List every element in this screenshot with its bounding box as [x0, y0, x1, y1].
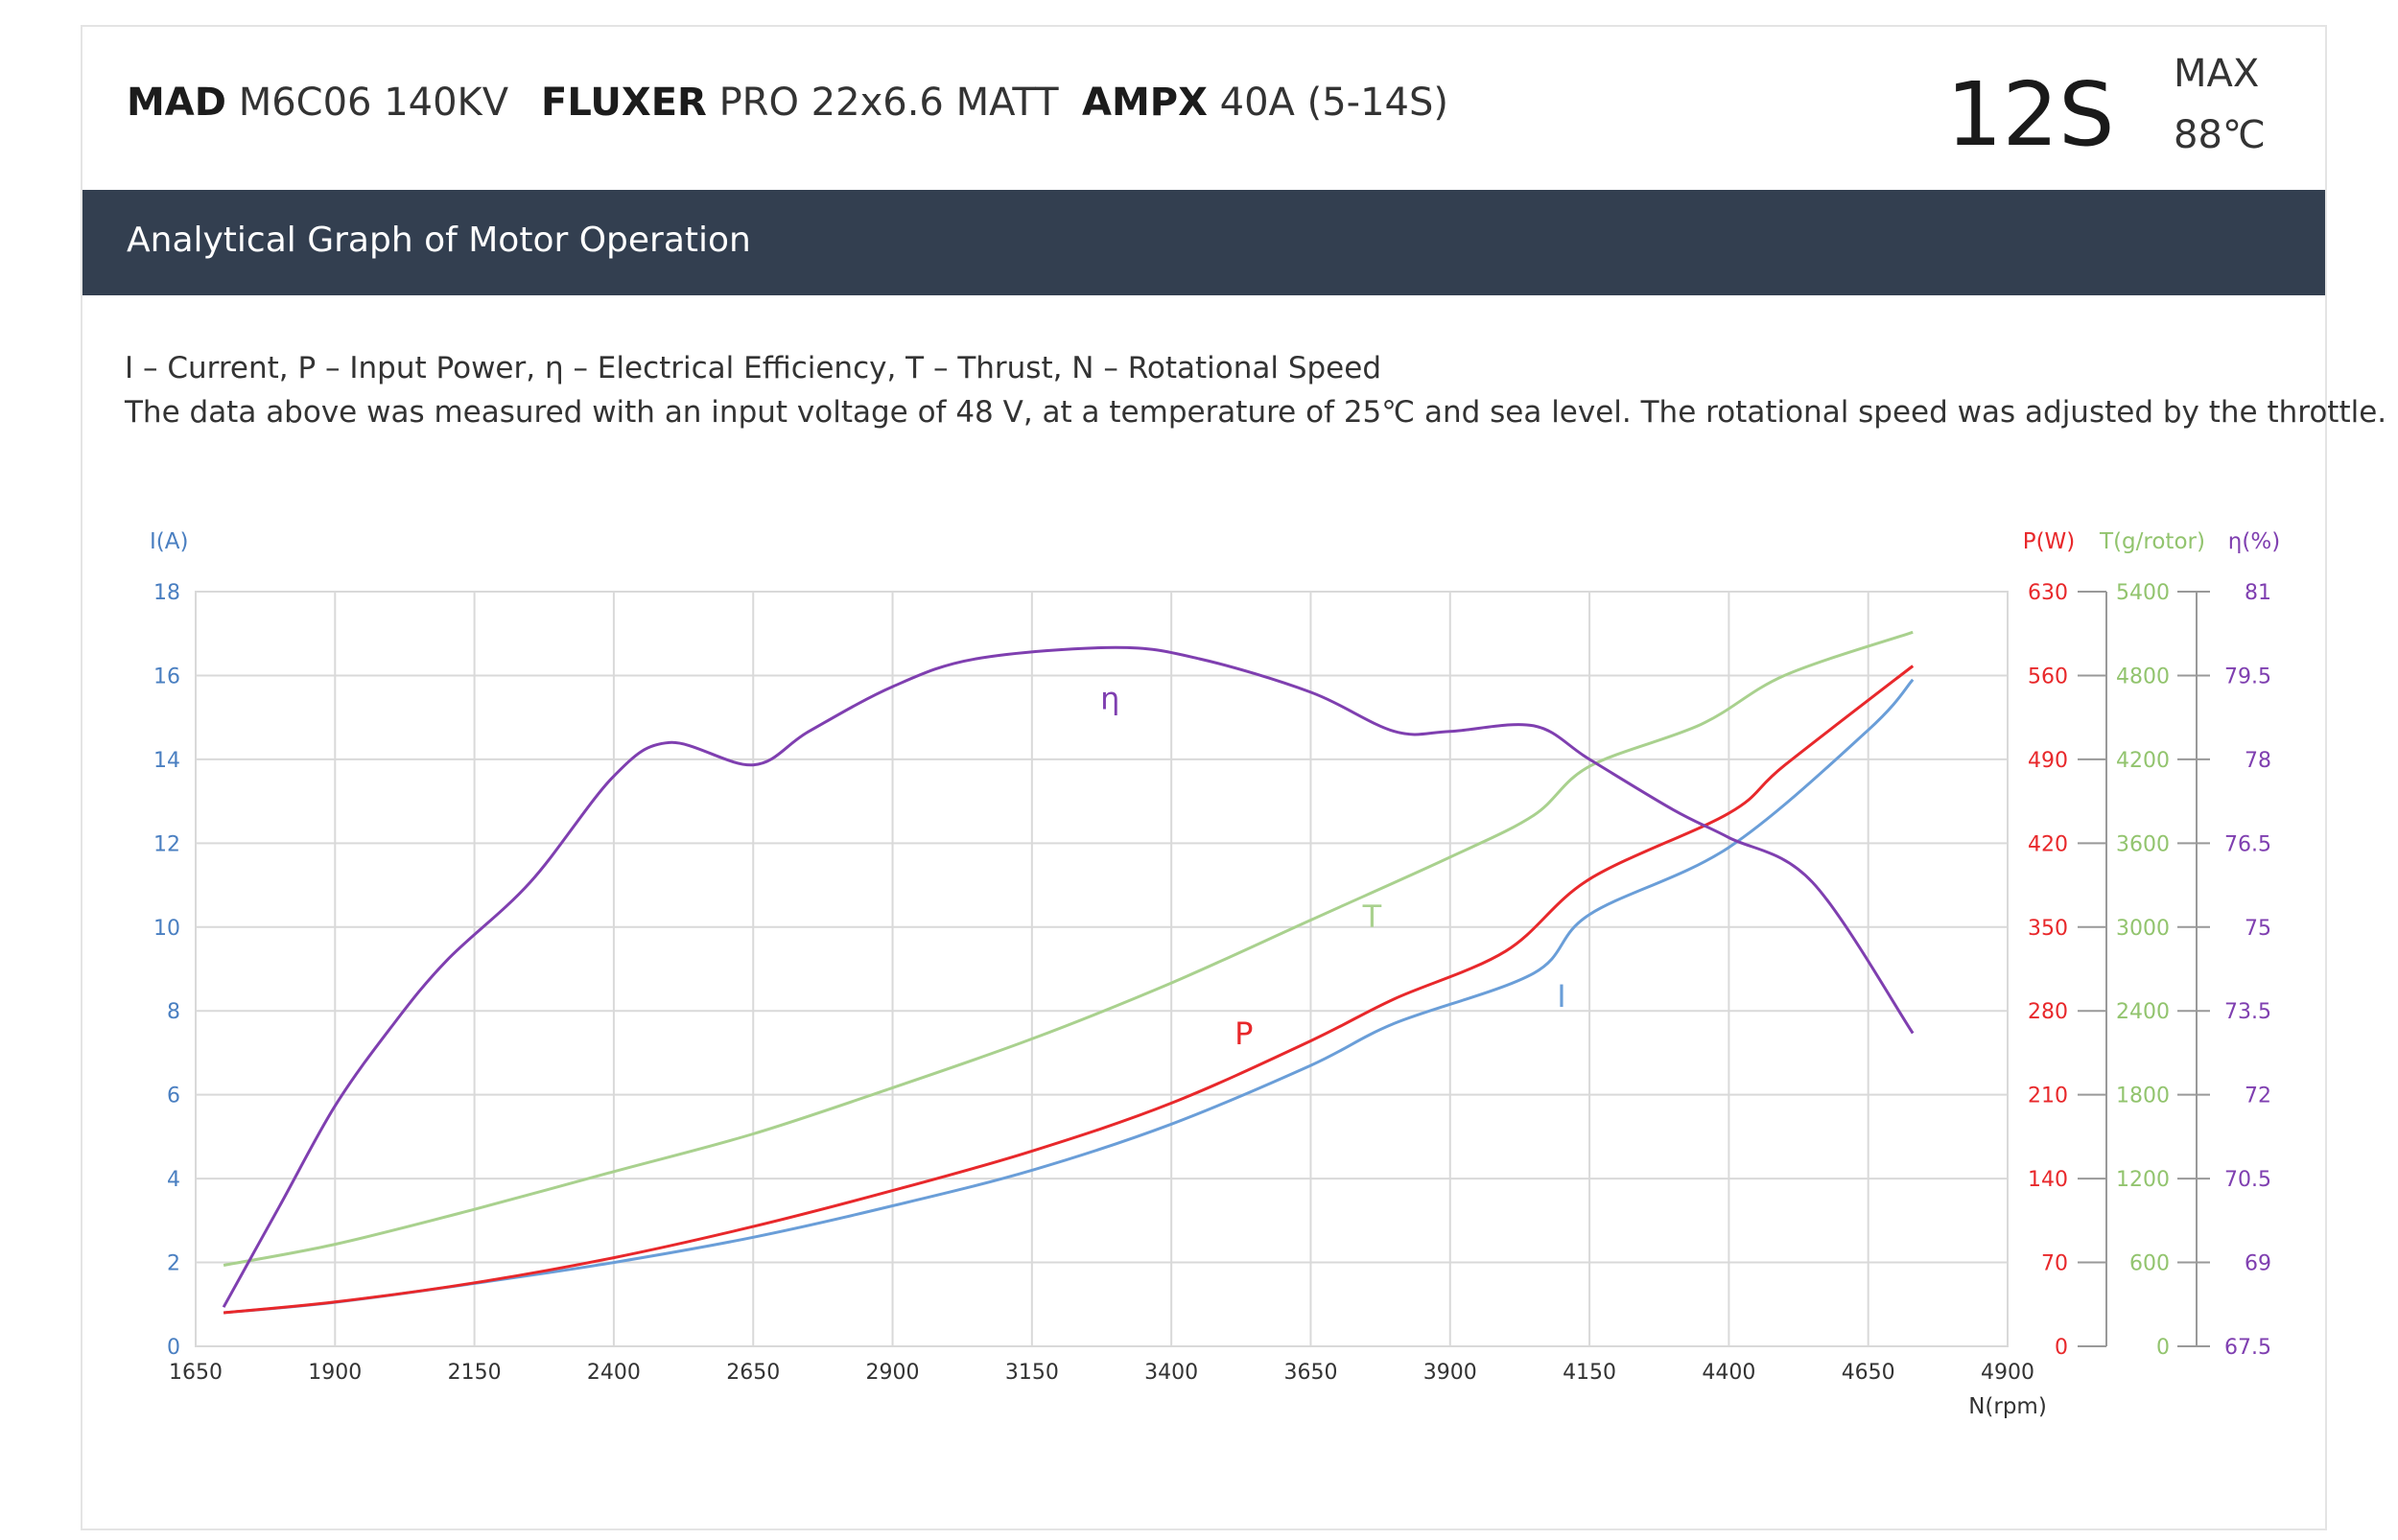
- thrust-tick-label: 1800: [2116, 1085, 2170, 1108]
- motor-model: M6C06 140KV: [238, 81, 509, 125]
- efficiency-axis-title: η(%): [2228, 529, 2280, 554]
- thrust-tick-label: 4800: [2116, 665, 2170, 688]
- esc-spec: AMPX 40A (5-14S): [1082, 81, 1448, 125]
- power-tick-label: 490: [2028, 749, 2068, 773]
- x-tick-label: 3650: [1283, 1361, 1337, 1385]
- current-tick-label: 2: [167, 1252, 180, 1276]
- thrust-tick-label: 1200: [2116, 1168, 2170, 1192]
- max-temp-label: MAX: [2174, 52, 2260, 96]
- thrust-tick-label: 2400: [2116, 1000, 2170, 1024]
- x-tick-label: 2150: [448, 1361, 502, 1385]
- prop-model: PRO 22x6.6 MATT: [718, 81, 1059, 125]
- thrust-tick-label: 5400: [2116, 581, 2170, 605]
- thrust-tick-label: 3000: [2116, 917, 2170, 941]
- x-tick-label: 3150: [1005, 1361, 1059, 1385]
- prop-brand: FLUXER: [541, 81, 707, 125]
- thrust-tick-label: 4200: [2116, 749, 2170, 773]
- x-axis-title: N(rpm): [1968, 1394, 2047, 1419]
- max-temp-value: 88℃: [2174, 113, 2266, 157]
- esc-model: 40A (5-14S): [1219, 81, 1448, 125]
- power-curve-label: P: [1234, 1015, 1253, 1052]
- x-tick-label: 1900: [308, 1361, 362, 1385]
- power-tick-label: 0: [2055, 1336, 2068, 1360]
- efficiency-tick-label: 70.5: [2224, 1168, 2271, 1192]
- motor-brand: MAD: [127, 81, 226, 125]
- spec-header: MAD M6C06 140KV FLUXER PRO 22x6.6 MATT A…: [82, 27, 2325, 190]
- propeller-spec: FLUXER PRO 22x6.6 MATT: [541, 81, 1059, 125]
- efficiency-tick-label: 69: [2245, 1252, 2271, 1276]
- current-tick-label: 10: [153, 917, 180, 941]
- current-tick-label: 18: [153, 581, 180, 605]
- current-tick-label: 12: [153, 832, 180, 856]
- current-curve-label: I: [1557, 978, 1565, 1015]
- current-tick-label: 14: [153, 749, 180, 773]
- current-series-line: [223, 678, 1915, 1315]
- esc-brand: AMPX: [1082, 81, 1208, 125]
- current-tick-label: 4: [167, 1168, 180, 1192]
- current-tick-label: 0: [167, 1336, 180, 1360]
- power-tick-label: 630: [2028, 581, 2068, 605]
- thrust-tick-label: 3600: [2116, 832, 2170, 856]
- x-tick-label: 3400: [1144, 1361, 1198, 1385]
- x-tick-label: 4900: [1981, 1361, 2034, 1385]
- power-axis-title: P(W): [2023, 529, 2076, 554]
- efficiency-curve-label: η: [1100, 680, 1119, 716]
- section-title-bar: Analytical Graph of Motor Operation: [82, 190, 2325, 295]
- power-tick-label: 350: [2028, 917, 2068, 941]
- voltage-badge: 12S: [1946, 63, 2115, 166]
- power-tick-label: 210: [2028, 1085, 2068, 1108]
- power-tick-label: 70: [2041, 1252, 2068, 1276]
- motor-test-card: MAD M6C06 140KV FLUXER PRO 22x6.6 MATT A…: [81, 25, 2386, 1530]
- efficiency-series-line: [222, 645, 1915, 1308]
- x-tick-label: 1650: [169, 1361, 223, 1385]
- x-tick-label: 2400: [587, 1361, 641, 1385]
- legend-description: I – Current, P – Input Power, η – Electr…: [125, 351, 1381, 385]
- x-tick-label: 3900: [1423, 1361, 1477, 1385]
- motor-spec: MAD M6C06 140KV: [127, 81, 508, 125]
- x-tick-label: 4150: [1563, 1361, 1616, 1385]
- x-tick-label: 4400: [1702, 1361, 1755, 1385]
- thrust-axis-title: T(g/rotor): [2099, 529, 2205, 554]
- power-tick-label: 560: [2028, 665, 2068, 688]
- thrust-curve-label: T: [1362, 898, 1382, 935]
- efficiency-tick-label: 72: [2245, 1085, 2271, 1108]
- thrust-tick-label: 600: [2129, 1252, 2170, 1276]
- current-tick-label: 16: [153, 665, 180, 688]
- x-tick-label: 4650: [1842, 1361, 1895, 1385]
- efficiency-tick-label: 67.5: [2224, 1336, 2271, 1360]
- power-tick-label: 280: [2028, 1000, 2068, 1024]
- efficiency-tick-label: 73.5: [2224, 1000, 2271, 1024]
- efficiency-tick-label: 75: [2245, 917, 2271, 941]
- x-tick-label: 2900: [866, 1361, 920, 1385]
- power-tick-label: 420: [2028, 832, 2068, 856]
- efficiency-tick-label: 79.5: [2224, 665, 2271, 688]
- section-title: Analytical Graph of Motor Operation: [127, 221, 751, 260]
- thrust-tick-label: 0: [2156, 1336, 2170, 1360]
- x-tick-label: 2650: [726, 1361, 780, 1385]
- thrust-series-line: [223, 630, 1914, 1267]
- current-axis-title: I(A): [150, 529, 188, 554]
- power-series-line: [223, 665, 1915, 1315]
- efficiency-tick-label: 78: [2245, 749, 2271, 773]
- current-tick-label: 6: [167, 1085, 180, 1108]
- efficiency-tick-label: 76.5: [2224, 832, 2271, 856]
- current-tick-label: 8: [167, 1000, 180, 1024]
- measurement-note: The data above was measured with an inpu…: [125, 395, 2387, 430]
- efficiency-tick-label: 81: [2245, 581, 2271, 605]
- power-tick-label: 140: [2028, 1168, 2068, 1192]
